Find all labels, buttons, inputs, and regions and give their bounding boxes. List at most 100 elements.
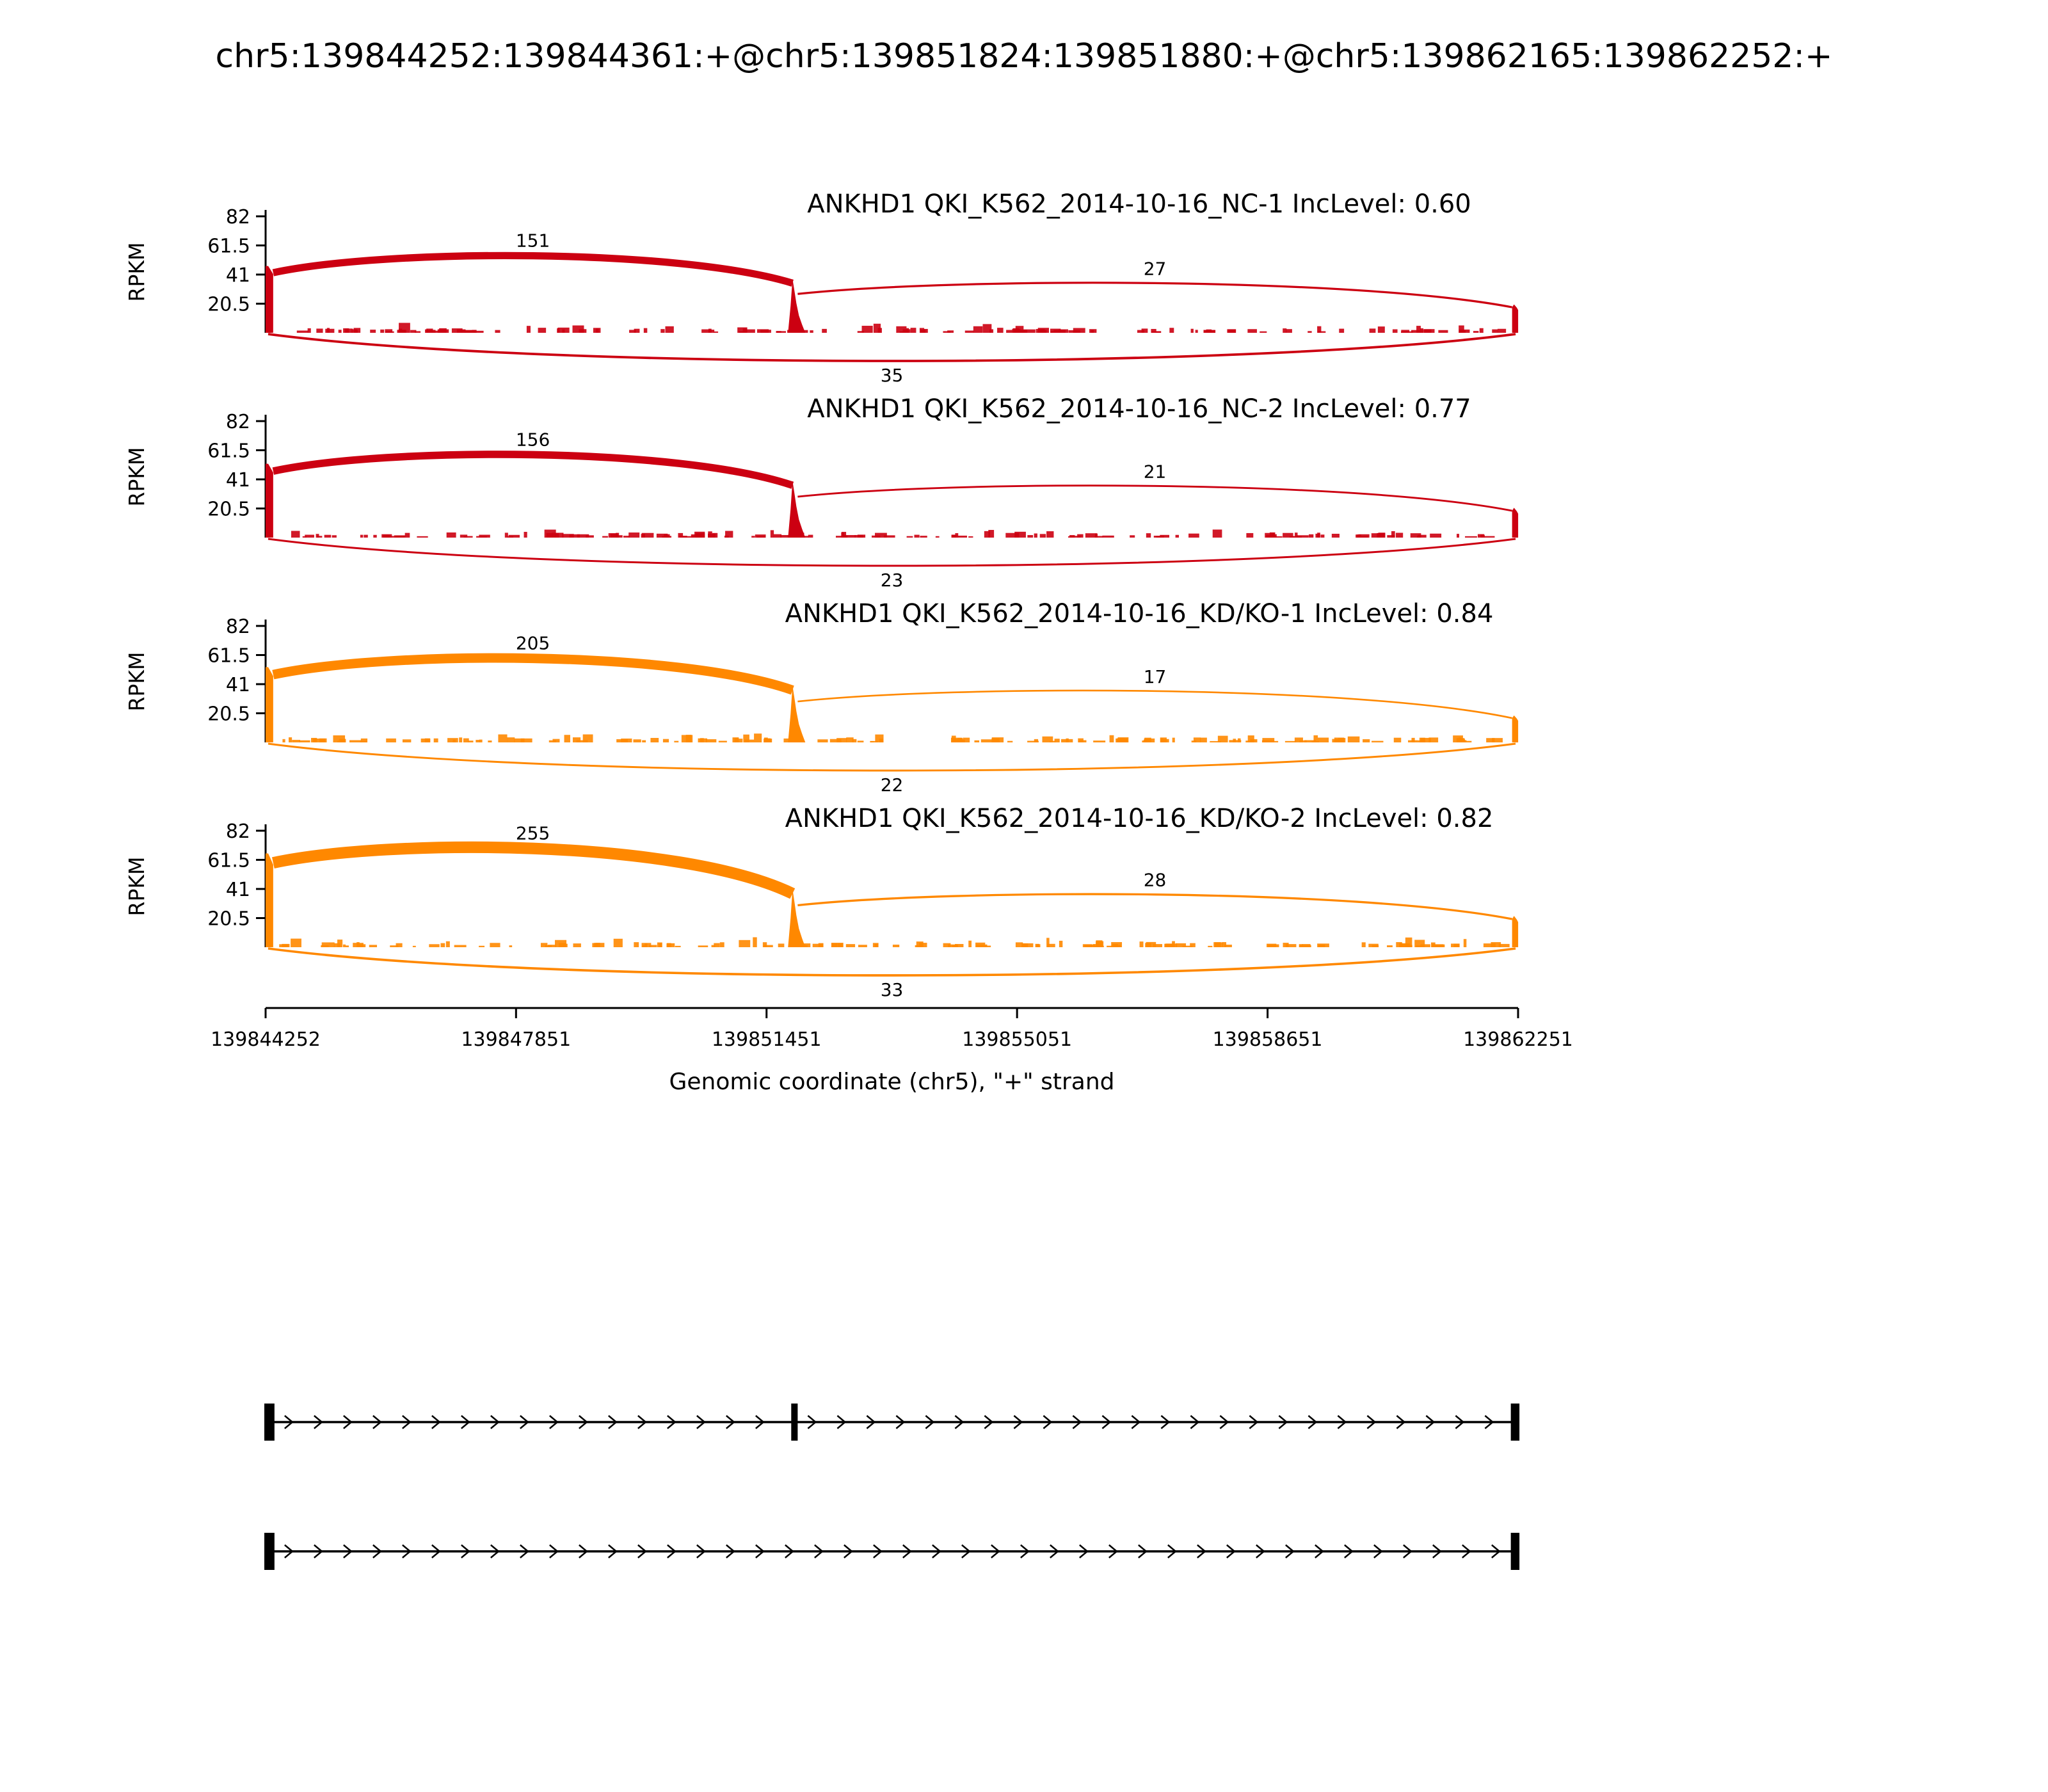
coverage-noise	[1034, 533, 1037, 538]
y-tick-label: 20.5	[207, 499, 250, 521]
coverage-noise	[557, 328, 560, 333]
coverage-noise	[1141, 328, 1148, 333]
coverage-noise	[1317, 532, 1320, 538]
coverage-noise	[467, 740, 474, 742]
coverage-noise	[1268, 944, 1279, 947]
coverage-noise	[804, 536, 809, 538]
coverage-noise	[1092, 944, 1100, 947]
junction-arc-exon1-exon3	[268, 538, 1516, 567]
coverage-noise	[1339, 328, 1345, 333]
strand-arrow	[284, 1415, 294, 1429]
coverage-noise	[1193, 737, 1201, 742]
strand-arrow	[1219, 1415, 1229, 1429]
coverage-noise	[390, 536, 400, 538]
junction-arc-exon2-exon3	[797, 484, 1512, 512]
x-axis: 139844252 139847851 139851451 139855051 1398…	[211, 1007, 1573, 1095]
coverage-noise	[338, 330, 342, 333]
coverage-noise	[1050, 331, 1054, 333]
y-tick-label: 61.5	[207, 645, 250, 668]
coverage-noise	[1203, 330, 1216, 333]
coverage-noise	[414, 331, 421, 333]
coverage-noise	[1270, 740, 1279, 742]
coverage-noise	[1027, 535, 1034, 538]
coverage-noise	[974, 740, 980, 742]
coverage-noise	[633, 739, 641, 742]
exon3-coverage	[1512, 715, 1519, 742]
coverage-noise	[1084, 945, 1095, 947]
junction-reads-label: 28	[1144, 870, 1167, 891]
coverage-noise	[1036, 329, 1045, 333]
coverage-noise	[854, 534, 863, 538]
coverage-noise	[341, 740, 346, 742]
coverage-noise	[884, 535, 895, 538]
coverage-noise	[538, 328, 547, 333]
coverage-noise	[1046, 531, 1054, 538]
coverage-noise	[572, 325, 584, 333]
coverage-noise	[351, 329, 357, 333]
junction-reads-label: 21	[1144, 461, 1167, 482]
coverage-noise	[288, 737, 292, 742]
coverage-noise	[935, 536, 940, 538]
coverage-noise	[1222, 942, 1226, 947]
coverage-noise	[1371, 533, 1381, 538]
junction-reads-label: 27	[1144, 258, 1167, 279]
coverage-noise	[916, 941, 924, 947]
coverage-noise	[474, 330, 484, 333]
coverage-noise	[385, 329, 393, 333]
coverage-noise	[623, 536, 630, 538]
coverage-noise	[846, 737, 854, 742]
coverage-noise	[1473, 331, 1479, 333]
coverage-noise	[1431, 944, 1444, 947]
figure-title: chr5:139844252:139844361:+@chr5:13985182…	[216, 37, 1833, 76]
coverage-noise	[1498, 943, 1510, 947]
coverage-noise	[1095, 533, 1098, 538]
coverage-noise	[1073, 330, 1077, 333]
strand-arrow	[1344, 1544, 1354, 1558]
coverage-noise	[1012, 328, 1020, 333]
coverage-noise	[743, 734, 749, 742]
coverage-noise	[386, 738, 396, 742]
strand-arrow	[1455, 1415, 1465, 1429]
coverage-noise	[1393, 737, 1402, 742]
coverage-noise	[870, 740, 878, 742]
track-1: ANKHD1 QKI_K562_2014-10-16_NC-1 IncLevel…	[124, 189, 1519, 386]
coverage-noise	[1046, 938, 1050, 947]
coverage-noise	[1456, 534, 1460, 538]
coverage-noise	[1164, 943, 1172, 947]
coverage-noise	[307, 328, 311, 333]
coverage-noise	[454, 945, 467, 947]
coverage-noise	[360, 740, 367, 742]
coverage-noise	[812, 943, 824, 947]
track-title: ANKHD1 QKI_K562_2014-10-16_KD/KO-2 IncLe…	[785, 804, 1494, 833]
coverage-noise	[1463, 939, 1467, 947]
coverage-noise	[1459, 325, 1464, 333]
junction-arc-exon2-exon3	[797, 689, 1512, 719]
coverage-noise	[420, 738, 431, 742]
coverage-noise	[1296, 535, 1309, 538]
coverage-noise	[291, 938, 301, 947]
coverage-noise	[1023, 943, 1027, 947]
strand-arrow	[1396, 1415, 1406, 1429]
y-tick-label: 41	[226, 879, 250, 901]
coverage-noise	[1195, 330, 1198, 333]
coverage-noise	[1151, 328, 1156, 333]
strand-arrow	[1160, 1415, 1171, 1429]
strand-arrow	[372, 1544, 382, 1558]
junction-arc-exon2-exon3	[797, 282, 1512, 308]
track-title: ANKHD1 QKI_K562_2014-10-16_KD/KO-1 IncLe…	[785, 599, 1494, 628]
coverage-noise	[1039, 534, 1046, 538]
y-tick-label: 82	[226, 616, 250, 638]
coverage-noise	[923, 328, 928, 333]
y-tick-label: 61.5	[207, 440, 250, 463]
coverage-noise	[1034, 739, 1039, 742]
coverage-noise	[943, 943, 951, 947]
strand-arrow	[1432, 1544, 1442, 1558]
coverage-noise	[1410, 533, 1421, 538]
coverage-noise	[1361, 942, 1366, 947]
strand-arrow	[549, 1544, 559, 1558]
strand-arrow	[461, 1415, 470, 1429]
y-axis-title: RPKM	[124, 243, 149, 302]
coverage-noise	[316, 534, 319, 538]
coverage-noise	[595, 328, 599, 333]
